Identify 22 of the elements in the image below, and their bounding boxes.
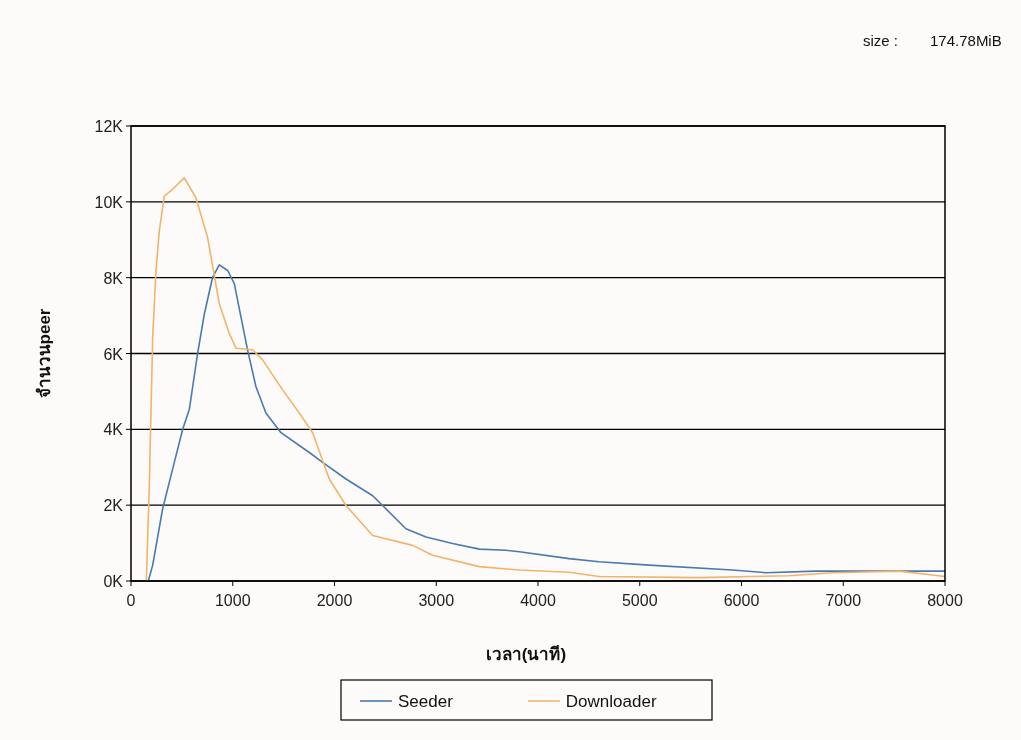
y-axis-title: จำนวนpeer: [35, 308, 54, 399]
x-tick-label: 8000: [927, 592, 963, 609]
legend-label: Downloader: [565, 692, 657, 711]
x-tick-label: 1000: [214, 592, 251, 609]
x-tick-label: 7000: [825, 592, 862, 609]
y-tick-label: 0K: [103, 573, 124, 590]
x-tick-label: 6000: [723, 592, 760, 609]
x-tick-label: 0: [126, 592, 136, 609]
y-tick-label: 6K: [103, 345, 124, 363]
y-tick-label: 12K: [94, 118, 124, 135]
y-tick-label: 10K: [94, 193, 124, 211]
x-tick-label: 3000: [418, 592, 455, 609]
x-axis-title: เวลา(นาที): [485, 644, 567, 664]
x-tick-label: 4000: [520, 592, 556, 609]
y-tick-label: 2K: [103, 497, 124, 515]
y-tick-label: 8K: [103, 269, 124, 287]
y-tick-label: 4K: [103, 421, 124, 439]
text: size :: [862, 32, 898, 49]
x-tick-label: 2000: [316, 592, 353, 609]
text: 174.78MiB: [930, 32, 1002, 49]
legend-label: Seeder: [398, 692, 454, 711]
x-tick-label: 5000: [621, 592, 658, 609]
